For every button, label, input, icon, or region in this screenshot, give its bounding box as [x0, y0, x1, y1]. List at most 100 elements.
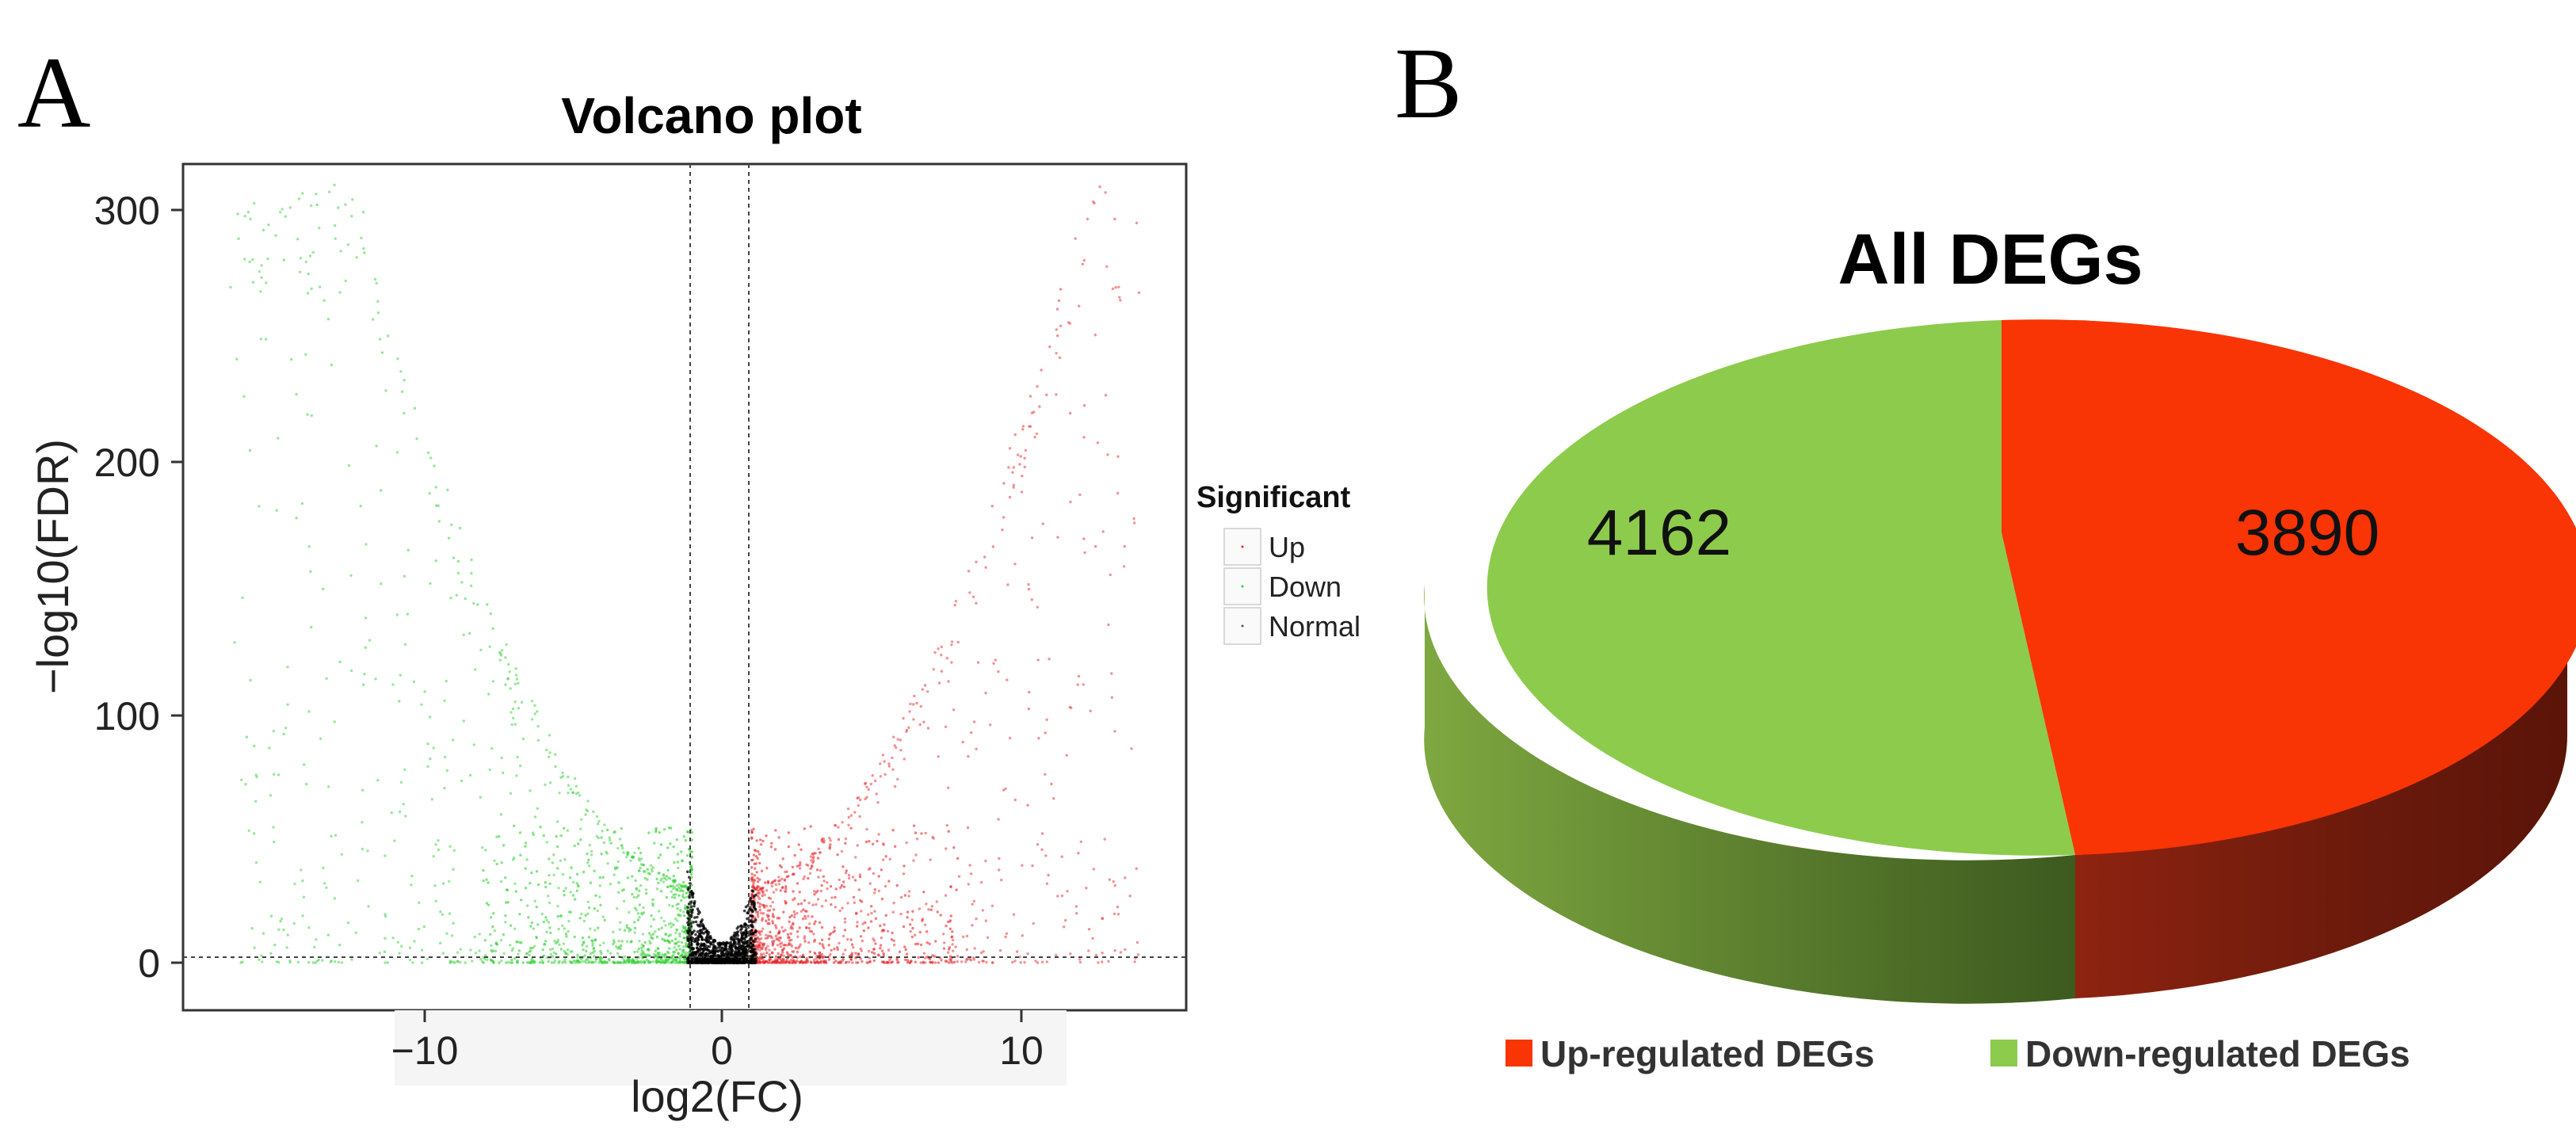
volcano-point: [592, 810, 595, 814]
volcano-point: [400, 944, 403, 948]
volcano-point: [380, 582, 383, 586]
volcano-point: [873, 891, 876, 895]
volcano-point: [1036, 658, 1040, 662]
volcano-point: [582, 941, 586, 944]
volcano-point: [788, 920, 791, 923]
volcano-point: [713, 950, 717, 953]
volcano-point: [690, 909, 693, 913]
volcano-point: [609, 838, 612, 842]
volcano-point: [576, 842, 580, 845]
volcano-point: [918, 907, 922, 910]
volcano-point: [843, 921, 847, 924]
volcano-point: [666, 885, 670, 889]
volcano-point: [588, 864, 591, 868]
volcano-point: [1111, 287, 1115, 291]
volcano-point: [476, 603, 479, 606]
volcano-point: [696, 909, 700, 913]
volcano-point: [280, 918, 284, 921]
volcano-point: [903, 894, 907, 897]
volcano-point: [1078, 493, 1082, 497]
volcano-point: [1055, 307, 1059, 311]
volcano-point: [452, 849, 456, 853]
volcano-point: [333, 183, 336, 187]
volcano-point: [659, 843, 663, 846]
volcano-point: [890, 938, 894, 941]
volcano-point: [807, 876, 810, 880]
volcano-point: [873, 779, 877, 783]
volcano-point: [361, 788, 364, 792]
volcano-point: [435, 504, 438, 507]
volcano-point: [471, 960, 474, 963]
volcano-point: [829, 884, 833, 888]
volcano-point: [622, 888, 625, 891]
volcano-point: [315, 938, 318, 941]
volcano-point: [867, 949, 871, 953]
volcano-point: [774, 934, 778, 938]
volcano-legend: Significant Up Down Normal: [1196, 481, 1361, 645]
volcano-point: [979, 880, 983, 884]
volcano-point: [716, 950, 720, 953]
volcano-point: [640, 949, 643, 952]
volcano-point: [514, 667, 517, 670]
volcano-point: [672, 950, 675, 954]
volcano-point: [846, 902, 849, 905]
volcano-point: [1023, 960, 1026, 964]
volcano-point: [774, 924, 777, 927]
volcano-point: [1082, 258, 1086, 262]
volcano-point: [758, 853, 761, 856]
volcano-point: [536, 883, 540, 887]
volcano-point: [575, 882, 578, 885]
volcano-point: [321, 959, 324, 962]
volcano-point: [258, 880, 262, 884]
volcano-point: [896, 777, 899, 781]
volcano-point: [623, 955, 627, 959]
volcano-point: [799, 955, 802, 958]
volcano-point: [241, 596, 244, 600]
volcano-point: [675, 948, 678, 952]
volcano-point: [800, 902, 803, 906]
volcano-point: [872, 952, 876, 955]
volcano-point: [633, 950, 636, 954]
volcano-point: [765, 933, 768, 937]
volcano-point: [455, 593, 458, 597]
volcano-point: [620, 944, 623, 948]
volcano-point: [426, 742, 429, 746]
volcano-point: [690, 883, 693, 887]
volcano-point: [535, 936, 538, 940]
volcano-point: [573, 898, 577, 901]
volcano-point: [507, 662, 510, 666]
volcano-point: [460, 779, 464, 783]
volcano-point: [536, 923, 540, 926]
volcano-point: [1107, 960, 1110, 963]
volcano-point: [865, 827, 868, 831]
volcano-point: [940, 959, 943, 962]
volcano-point: [893, 744, 896, 747]
volcano-point: [843, 917, 847, 921]
volcano-point: [783, 944, 787, 947]
volcano-point: [809, 867, 812, 870]
volcano-point: [881, 754, 885, 757]
volcano-point: [1078, 304, 1081, 307]
volcano-point: [1083, 551, 1086, 555]
volcano-point: [828, 847, 831, 850]
volcano-point: [1012, 483, 1016, 487]
volcano-point: [556, 914, 559, 918]
volcano-point: [991, 545, 995, 548]
volcano-point: [696, 960, 699, 964]
volcano-point: [856, 921, 859, 924]
volcano-point: [376, 311, 380, 315]
volcano-point: [642, 863, 646, 867]
volcano-point: [1005, 932, 1009, 935]
volcano-point: [334, 960, 337, 964]
volcano-point: [672, 845, 675, 849]
volcano-point: [236, 212, 239, 216]
volcano-point: [859, 957, 862, 960]
volcano-point: [646, 868, 649, 871]
volcano-point: [676, 907, 679, 910]
volcano-point: [790, 914, 793, 918]
volcano-point: [807, 941, 811, 944]
volcano-point: [975, 917, 978, 921]
volcano-point: [925, 930, 929, 933]
volcano-point: [1007, 466, 1010, 469]
volcano-point: [842, 885, 846, 889]
